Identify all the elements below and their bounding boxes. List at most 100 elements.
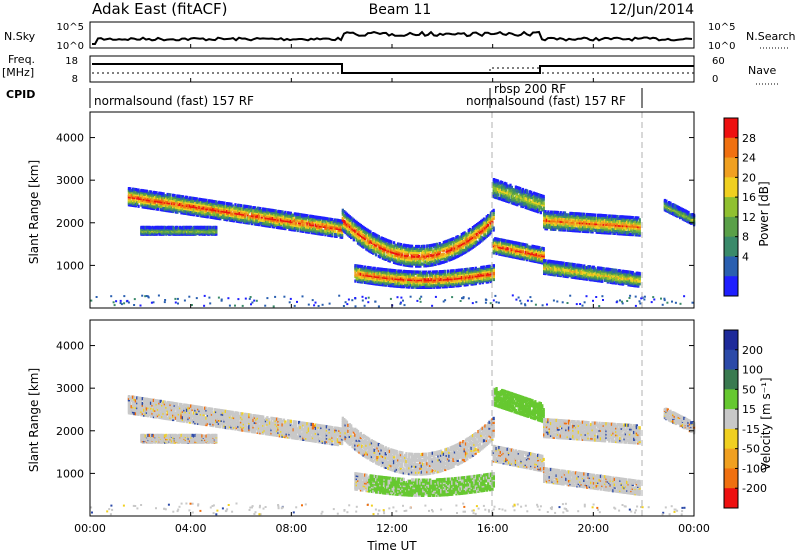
pow-cell-1268: [324, 231, 327, 235]
pow-cell-782: [246, 208, 250, 212]
pow-cell-2359: [489, 223, 493, 227]
pow-cell-1418: [347, 229, 350, 233]
pow-cell-515: [205, 205, 208, 209]
pow-cell-664: [227, 202, 230, 206]
pow-cell-137: [148, 198, 151, 202]
pow-cell-1257: [321, 223, 324, 227]
pow-cell-4167: [573, 212, 576, 216]
pow-cell-1680: [386, 246, 389, 250]
pow-cell-762: [244, 216, 247, 220]
pow-cell-224: [161, 192, 164, 196]
cpid-mode-3: normalsound (fast) 157 RF: [466, 94, 626, 108]
pow-cell-298: [173, 203, 176, 207]
pow-cell-2130: [455, 241, 458, 245]
pow-cell-1252: [320, 216, 323, 220]
pow-cell-3337: [498, 185, 501, 189]
pow-cell-1328: [334, 234, 337, 238]
pow-cell-1449: [351, 227, 354, 231]
pow-cell-4114: [566, 225, 569, 229]
pow-cell-4494: [621, 227, 625, 231]
pow-cell-4170: [574, 222, 578, 226]
pow-cell-1857: [412, 252, 415, 256]
pow-cell-1072: [292, 226, 295, 230]
pow-cell-2750: [408, 270, 411, 274]
pow-cell-3551: [532, 203, 536, 207]
pow-cell-1502: [359, 239, 362, 243]
pow-cell-4714: [558, 267, 561, 271]
pow-cell-1696: [388, 257, 391, 261]
pow-cell-1292: [327, 217, 330, 221]
pow-cell-780: [246, 211, 250, 215]
pow-cell-195: [156, 193, 160, 197]
pow-cell-791: [248, 205, 251, 209]
pow-cell-2186: [463, 241, 466, 245]
pow-cell-4253: [585, 214, 589, 218]
pow-cell-4550: [630, 222, 633, 226]
pow-cell-4300: [592, 220, 596, 224]
pow-cell-1641: [380, 246, 383, 250]
pow-cell-4187: [577, 226, 580, 230]
pow-cell-2899: [431, 270, 435, 274]
pow-cell-2109: [452, 250, 455, 254]
pow-cell-1799: [404, 249, 407, 253]
pow-cell-4743: [562, 261, 565, 265]
pow-cell-221: [161, 198, 164, 202]
pow-cell-2825: [419, 270, 422, 274]
pow-cell-227: [162, 203, 165, 207]
pow-cell-562: [213, 216, 216, 220]
pow-cell-3545: [531, 201, 534, 205]
pow-cell-4115: [566, 223, 569, 227]
pow-cell-1923: [423, 260, 426, 264]
pow-cell-37: [131, 187, 135, 191]
pow-cell-3308: [494, 187, 497, 191]
pow-cell-4599: [638, 231, 641, 235]
pow-cell-3037: [453, 270, 457, 274]
pow-cell-2563: [381, 283, 385, 287]
pow-cell-3391: [506, 186, 509, 190]
pow-cell-1580: [370, 233, 373, 237]
pow-cell-1191: [311, 228, 315, 232]
pow-cell-1040: [286, 211, 290, 215]
pow-cell-4224: [581, 212, 585, 216]
pow-cell-4015: [551, 220, 554, 224]
pow-cell-1194: [311, 221, 315, 225]
pow-cell-2354: [488, 214, 491, 218]
pow-cell-1563: [368, 229, 371, 233]
pow-cell-4231: [583, 217, 586, 221]
pow-cell-1662: [383, 249, 386, 253]
pow-cell-1355: [338, 227, 341, 231]
pow-cell-2200: [466, 247, 469, 251]
pow-cell-4565: [633, 224, 636, 228]
pow-cell-348: [180, 196, 183, 200]
pow-cell-3393: [507, 200, 511, 204]
pow-cell-3602: [541, 208, 544, 212]
pow-cell-4358: [602, 231, 605, 235]
pow-cell-1264: [322, 223, 326, 227]
pow-cell-4539: [628, 229, 632, 233]
pow-cell-3320: [495, 185, 498, 189]
pow-cell-4476: [619, 222, 622, 226]
pow-cell-2044: [441, 243, 444, 247]
pow-cell-4162: [573, 222, 576, 226]
pow-cell-276: [169, 196, 172, 200]
pow-cell-2046: [442, 256, 445, 260]
pow-cell-2380: [492, 210, 495, 214]
pow-cell-1835: [409, 260, 412, 264]
pow-cell-4295: [591, 213, 594, 217]
pow-cell-4479: [619, 215, 622, 219]
pow-cell-1305: [329, 230, 333, 234]
pow-cell-1476: [355, 224, 358, 228]
pow-cell-94: [143, 205, 146, 209]
pow-cell-4245: [585, 229, 589, 234]
pow-cell-3451: [516, 186, 519, 190]
pow-cell-2079: [446, 243, 450, 247]
pow-cell-4141: [570, 225, 573, 229]
pow-cell-4560: [631, 219, 634, 223]
pow-cell-1620: [377, 248, 380, 252]
pow-cell-777: [246, 218, 250, 222]
pow-cell-4587: [635, 219, 638, 223]
pow-cell-138: [148, 196, 151, 200]
pow-cell-169: [152, 194, 155, 198]
pow-cell-4111: [565, 213, 568, 217]
pow-cell-4558: [631, 224, 634, 228]
